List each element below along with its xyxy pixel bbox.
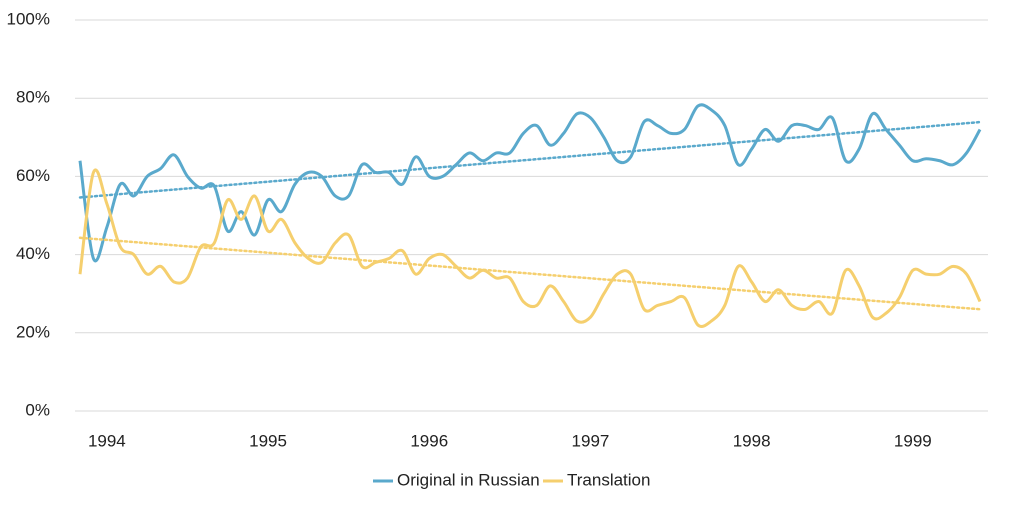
y-tick-label: 40% (16, 244, 50, 263)
legend-label: Translation (567, 470, 650, 489)
series-line (78, 168, 982, 328)
series-line (78, 103, 982, 263)
y-tick-label: 80% (16, 88, 50, 107)
x-tick-label: 1996 (410, 431, 448, 450)
trend-line (78, 120, 982, 199)
x-tick-label: 1995 (249, 431, 287, 450)
x-tick-label: 1997 (572, 431, 610, 450)
trend-line (78, 236, 982, 311)
y-tick-label: 20% (16, 322, 50, 341)
x-tick-label: 1999 (894, 431, 932, 450)
legend-label: Original in Russian (397, 470, 540, 489)
x-tick-label: 1994 (88, 431, 126, 450)
x-tick-label: 1998 (733, 431, 771, 450)
y-tick-label: 0% (25, 400, 50, 419)
y-tick-label: 100% (7, 9, 50, 28)
y-tick-label: 60% (16, 166, 50, 185)
